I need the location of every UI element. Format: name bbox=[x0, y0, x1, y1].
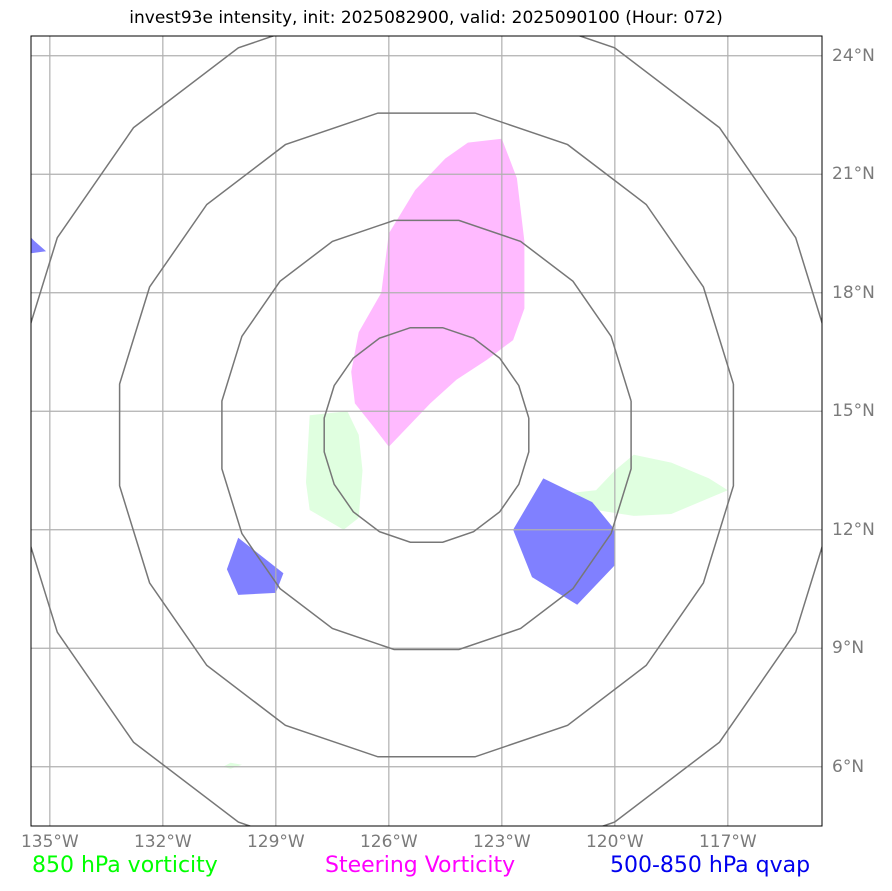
latitude-tick-label: 9°N bbox=[832, 638, 865, 659]
850-hpa-vorticity-area-2 bbox=[558, 454, 728, 516]
legend-steering-vorticity: Steering Vorticity bbox=[325, 853, 516, 878]
longitude-tick-label: 135°W bbox=[20, 832, 79, 852]
plot-frame bbox=[30, 35, 823, 827]
range-ring-2 bbox=[221, 219, 632, 651]
longitude-tick-label: 132°W bbox=[133, 832, 192, 852]
latitude-tick-label: 18°N bbox=[832, 282, 875, 303]
latitude-tick-label: 21°N bbox=[832, 164, 875, 185]
latitude-tick-label: 15°N bbox=[832, 401, 875, 422]
500-850-hpa-qvap-area-3 bbox=[31, 237, 47, 254]
500-850-hpa-qvap-area-1 bbox=[226, 537, 284, 595]
range-ring-4 bbox=[31, 36, 822, 826]
legend-qvap: 500-850 hPa qvap bbox=[610, 853, 811, 878]
500-850-hpa-qvap-area-2 bbox=[513, 478, 615, 605]
longitude-tick-label: 129°W bbox=[246, 832, 305, 852]
range-ring-3 bbox=[118, 112, 735, 758]
latitude-tick-label: 6°N bbox=[832, 756, 865, 777]
legend-850-vorticity: 850 hPa vorticity bbox=[32, 853, 218, 878]
map-title: invest93e intensity, init: 2025082900, v… bbox=[129, 8, 723, 28]
longitude-tick-label: 123°W bbox=[472, 832, 531, 852]
latitude-tick-label: 12°N bbox=[832, 519, 875, 540]
longitude-tick-label: 120°W bbox=[585, 832, 644, 852]
range-ring-1 bbox=[323, 326, 530, 543]
850-hpa-vorticity-area-3 bbox=[223, 762, 242, 769]
longitude-tick-label: 117°W bbox=[698, 832, 757, 852]
latitude-tick-label: 24°N bbox=[832, 45, 875, 66]
850-hpa-vorticity-area-1 bbox=[306, 411, 363, 530]
longitude-tick-label: 126°W bbox=[359, 832, 418, 852]
